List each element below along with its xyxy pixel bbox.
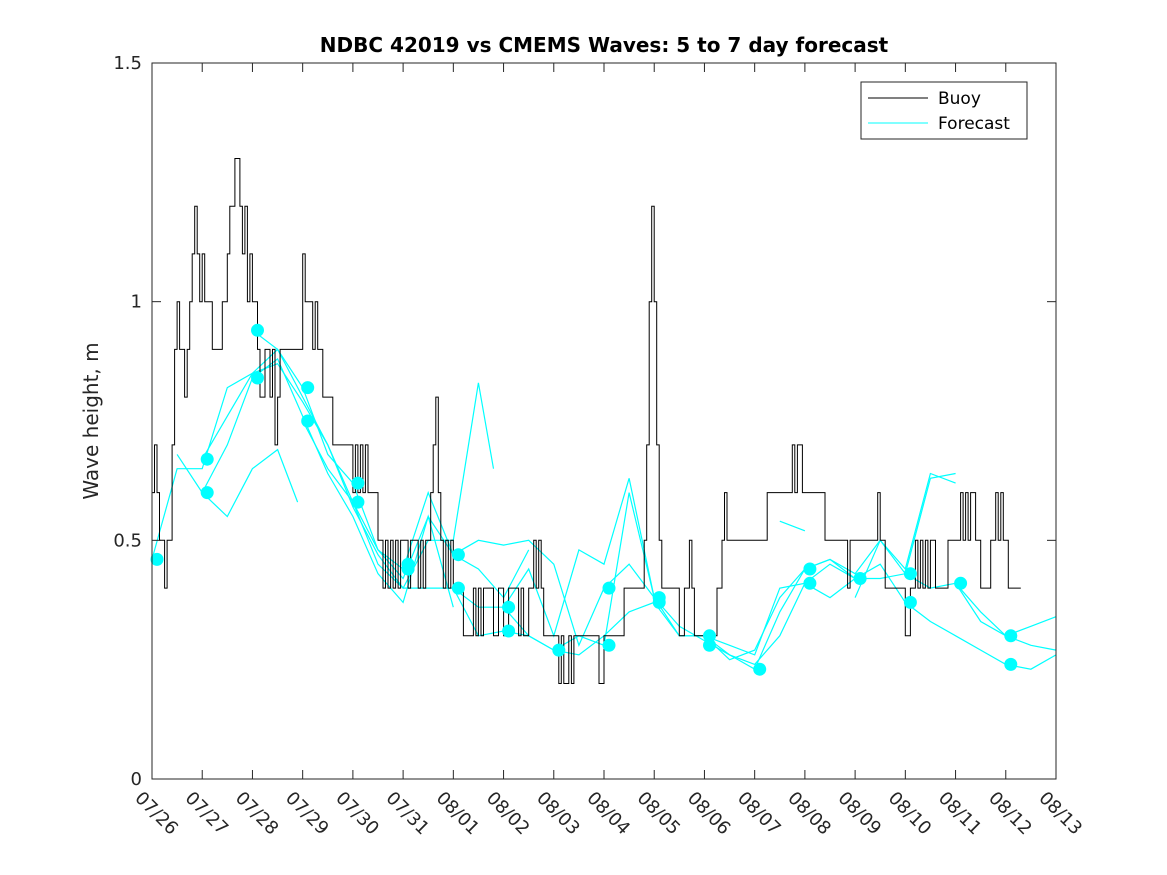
forecast-start-marker bbox=[703, 638, 716, 652]
x-tick-label: 08/01 bbox=[432, 788, 484, 840]
x-tick-label: 08/07 bbox=[733, 788, 785, 840]
forecast-start-marker bbox=[903, 595, 917, 609]
forecast-start-marker bbox=[1004, 629, 1018, 643]
forecast-start-marker bbox=[652, 595, 666, 609]
forecast-start-marker bbox=[301, 414, 315, 428]
forecast-start-marker bbox=[401, 562, 415, 576]
forecast-start-marker bbox=[251, 371, 264, 385]
forecast-start-marker bbox=[602, 581, 616, 595]
forecast-run-line bbox=[503, 472, 956, 661]
forecast-run-line bbox=[779, 520, 806, 532]
forecast-start-marker bbox=[602, 638, 616, 652]
forecast-start-marker bbox=[351, 476, 365, 490]
x-tick-label: 08/09 bbox=[834, 788, 886, 840]
x-tick-label: 07/29 bbox=[281, 788, 333, 840]
x-tick-label: 08/06 bbox=[683, 788, 735, 840]
chart-title: NDBC 42019 vs CMEMS Waves: 5 to 7 day fo… bbox=[320, 33, 889, 57]
forecast-start-marker bbox=[903, 567, 917, 581]
forecast-start-marker bbox=[200, 486, 214, 500]
x-tick-label: 07/27 bbox=[181, 788, 233, 840]
x-tick-label: 08/02 bbox=[482, 788, 534, 840]
legend-buoy-label: Buoy bbox=[938, 89, 981, 109]
forecast-run-line bbox=[201, 362, 495, 590]
forecast-run-line bbox=[603, 563, 1057, 670]
forecast-start-marker bbox=[552, 643, 566, 657]
legend: Buoy Forecast bbox=[860, 81, 1028, 140]
forecast-run-line bbox=[854, 472, 956, 598]
y-tick-label: 1.5 bbox=[113, 53, 142, 74]
x-tick-label: 08/10 bbox=[884, 788, 936, 840]
x-tick-label: 07/30 bbox=[331, 788, 383, 840]
forecast-start-marker bbox=[853, 572, 867, 585]
y-tick-label: 0.5 bbox=[113, 530, 142, 551]
forecast-start-marker bbox=[803, 562, 817, 576]
forecast-start-marker bbox=[451, 581, 465, 595]
x-tick-label: 07/31 bbox=[382, 788, 434, 840]
forecast-start-marker bbox=[502, 600, 516, 614]
forecast-start-marker bbox=[301, 381, 315, 395]
forecast-start-marker bbox=[954, 576, 968, 590]
forecast-run-line bbox=[452, 558, 856, 671]
x-tick-label: 07/26 bbox=[130, 788, 182, 840]
forecast-start-marker bbox=[351, 495, 365, 509]
y-tick-label: 0 bbox=[131, 769, 142, 790]
legend-forecast-label: Forecast bbox=[938, 114, 1010, 134]
y-tick-label: 1 bbox=[131, 292, 142, 313]
forecast-start-marker bbox=[451, 548, 465, 562]
forecast-run-line bbox=[252, 329, 605, 648]
x-tick-label: 08/04 bbox=[582, 788, 634, 840]
x-tick-label: 08/11 bbox=[934, 788, 986, 840]
forecast-start-marker bbox=[703, 629, 716, 643]
forecast-start-marker bbox=[1004, 657, 1018, 671]
plot-area bbox=[150, 158, 1057, 684]
forecast-start-marker bbox=[753, 662, 767, 676]
y-axis-label: Wave height, m bbox=[79, 342, 103, 499]
y-axis-ticks: 0 0.5 1 1.5 bbox=[113, 53, 1056, 790]
forecast-run-line bbox=[955, 582, 1057, 651]
legend-box bbox=[860, 81, 1028, 140]
x-tick-label: 07/28 bbox=[231, 788, 283, 840]
forecast-start-marker bbox=[200, 452, 214, 466]
x-axis-ticks: 07/2607/2707/2807/2907/3007/3108/0108/02… bbox=[130, 63, 1086, 839]
x-tick-label: 08/13 bbox=[1034, 788, 1086, 840]
buoy-series-line bbox=[152, 158, 1021, 684]
forecast-run-line bbox=[201, 357, 454, 608]
forecast-run-line bbox=[176, 448, 299, 518]
x-tick-label: 08/12 bbox=[984, 788, 1036, 840]
forecast-run-line bbox=[151, 348, 530, 599]
x-tick-label: 08/03 bbox=[532, 788, 584, 840]
forecast-start-marker bbox=[803, 576, 817, 590]
forecast-run-line bbox=[704, 573, 1057, 656]
forecast-start-marker bbox=[150, 552, 164, 566]
forecast-start-marker bbox=[502, 624, 516, 638]
forecast-start-marker bbox=[251, 323, 264, 337]
x-tick-label: 08/05 bbox=[633, 788, 685, 840]
x-tick-label: 08/08 bbox=[783, 788, 835, 840]
